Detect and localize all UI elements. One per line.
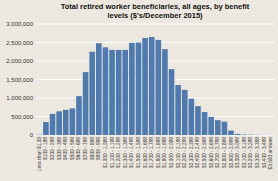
bar: [268, 134, 274, 135]
y-tick-label: 1,500,000: [6, 77, 33, 83]
x-tick-label: $300 - 399: [57, 137, 62, 160]
x-tick-label: $3,100 - 3,199: [242, 137, 247, 168]
bar: [255, 134, 261, 135]
bar: [169, 69, 175, 135]
bar: [142, 38, 148, 135]
chart: Total retired worker beneficiaries, all …: [0, 0, 278, 181]
grid-line: [36, 79, 274, 80]
x-tick-label: $1,200 - 1,299: [116, 137, 121, 168]
x-tick-label: $1,600 - 1,699: [143, 137, 148, 168]
bar: [56, 111, 62, 135]
bar: [189, 99, 195, 135]
bar: [43, 122, 49, 135]
grid-line: [36, 98, 274, 99]
bar: [136, 43, 142, 136]
grid-line: [36, 42, 274, 43]
grid-line: [36, 61, 274, 62]
bar: [50, 114, 56, 135]
x-tick-label: $1,900 - 1,999: [162, 137, 167, 168]
x-tick-label: $500 - 599: [70, 137, 75, 160]
x-tick-label: $3,200 - 3,299: [248, 137, 253, 168]
bar: [63, 110, 69, 135]
bar: [149, 37, 155, 135]
bar: [215, 120, 221, 135]
bar: [96, 43, 102, 135]
bar: [83, 72, 89, 135]
x-tick-label: Less than $1,00: [37, 137, 42, 171]
bar: [235, 134, 241, 135]
x-tick-label: $3,300 - 3,399: [255, 137, 260, 168]
bar: [241, 134, 247, 135]
y-tick-label: 1,000,000: [6, 95, 33, 101]
title: Total retired worker beneficiaries, all …: [61, 2, 250, 20]
bar: [202, 112, 208, 135]
bar: [109, 50, 115, 135]
y-tick-label: 0: [30, 132, 34, 138]
x-tick-label: $2,100 - 2,199: [176, 137, 181, 168]
x-tick-label: $1,100 - 1,199: [110, 137, 115, 168]
bar: [70, 108, 76, 135]
x-tick-label: $700 - 799: [83, 137, 88, 160]
bar: [261, 134, 267, 135]
bar: [182, 90, 188, 135]
bar: [103, 47, 109, 135]
grid-line: [36, 24, 274, 25]
bar: [129, 43, 135, 135]
x-tick-label: $900 - 999: [96, 137, 101, 160]
x-tick-label: $600 - 699: [76, 137, 81, 160]
x-tick-label: $2,000 - 2,099: [169, 137, 174, 168]
x-tick-label: $1,400 - 1,499: [129, 137, 134, 168]
x-tick-label: $200 - 299: [50, 137, 55, 160]
background: [0, 0, 278, 181]
bar: [208, 117, 214, 135]
x-tick-label: $2,400 - 2,499: [195, 137, 200, 168]
x-tick-label: $2,700 - 2,799: [215, 137, 220, 168]
x-tick-label: $1,700 - 1,799: [149, 137, 154, 168]
x-tick-label: $400 - 499: [63, 137, 68, 160]
bar: [116, 50, 122, 135]
bars: [36, 37, 273, 135]
x-tick-label: $2,800 - 2,899: [222, 137, 227, 168]
x-tick-label: $2,600 - 2,699: [209, 137, 214, 168]
bar: [222, 122, 228, 135]
bar: [36, 134, 42, 135]
x-tick-label: $3,000 - 3,099: [235, 137, 240, 168]
y-tick-label: 2,500,000: [6, 40, 33, 46]
y-tick-label: 2,000,000: [6, 58, 33, 64]
bar: [248, 134, 254, 135]
bar: [155, 40, 161, 135]
bar: [162, 49, 168, 135]
bar: [228, 131, 234, 135]
x-tick-label: $2,900 - 2,999: [229, 137, 234, 168]
bar: [76, 96, 82, 135]
x-tick-label: $100 - 199: [43, 137, 48, 160]
bar: [122, 50, 128, 135]
x-tick-label: $1,800 - 1,899: [156, 137, 161, 168]
x-tick-label: $2,300 - 2,399: [189, 137, 194, 168]
y-axis: 0 500,000 1,000,000 1,500,000 2,000,000 2,500…: [6, 21, 274, 138]
x-tick-label: $3,400 - 3,499: [262, 137, 267, 168]
x-tick-label: $1,300 - 1,399: [123, 137, 128, 168]
bar: [195, 106, 201, 135]
x-tick-label: $1,500 - 1,599: [136, 137, 141, 168]
x-tick-label: $2,500 - 2,599: [202, 137, 207, 168]
bar: [89, 52, 95, 135]
bar: [175, 85, 181, 135]
x-tick-label: $3,500 or more: [268, 137, 273, 170]
y-tick-label: 500,000: [11, 114, 33, 120]
x-axis: Less than $1,00$100 - 199$200 - 299$300 …: [37, 137, 273, 171]
x-tick-label: $2,200 - 2,299: [182, 137, 187, 168]
y-tick-label: 3,000,000: [6, 21, 33, 27]
x-tick-label: $800 - 899: [90, 137, 95, 160]
x-tick-label: $1,000 - 1,099: [103, 137, 108, 168]
